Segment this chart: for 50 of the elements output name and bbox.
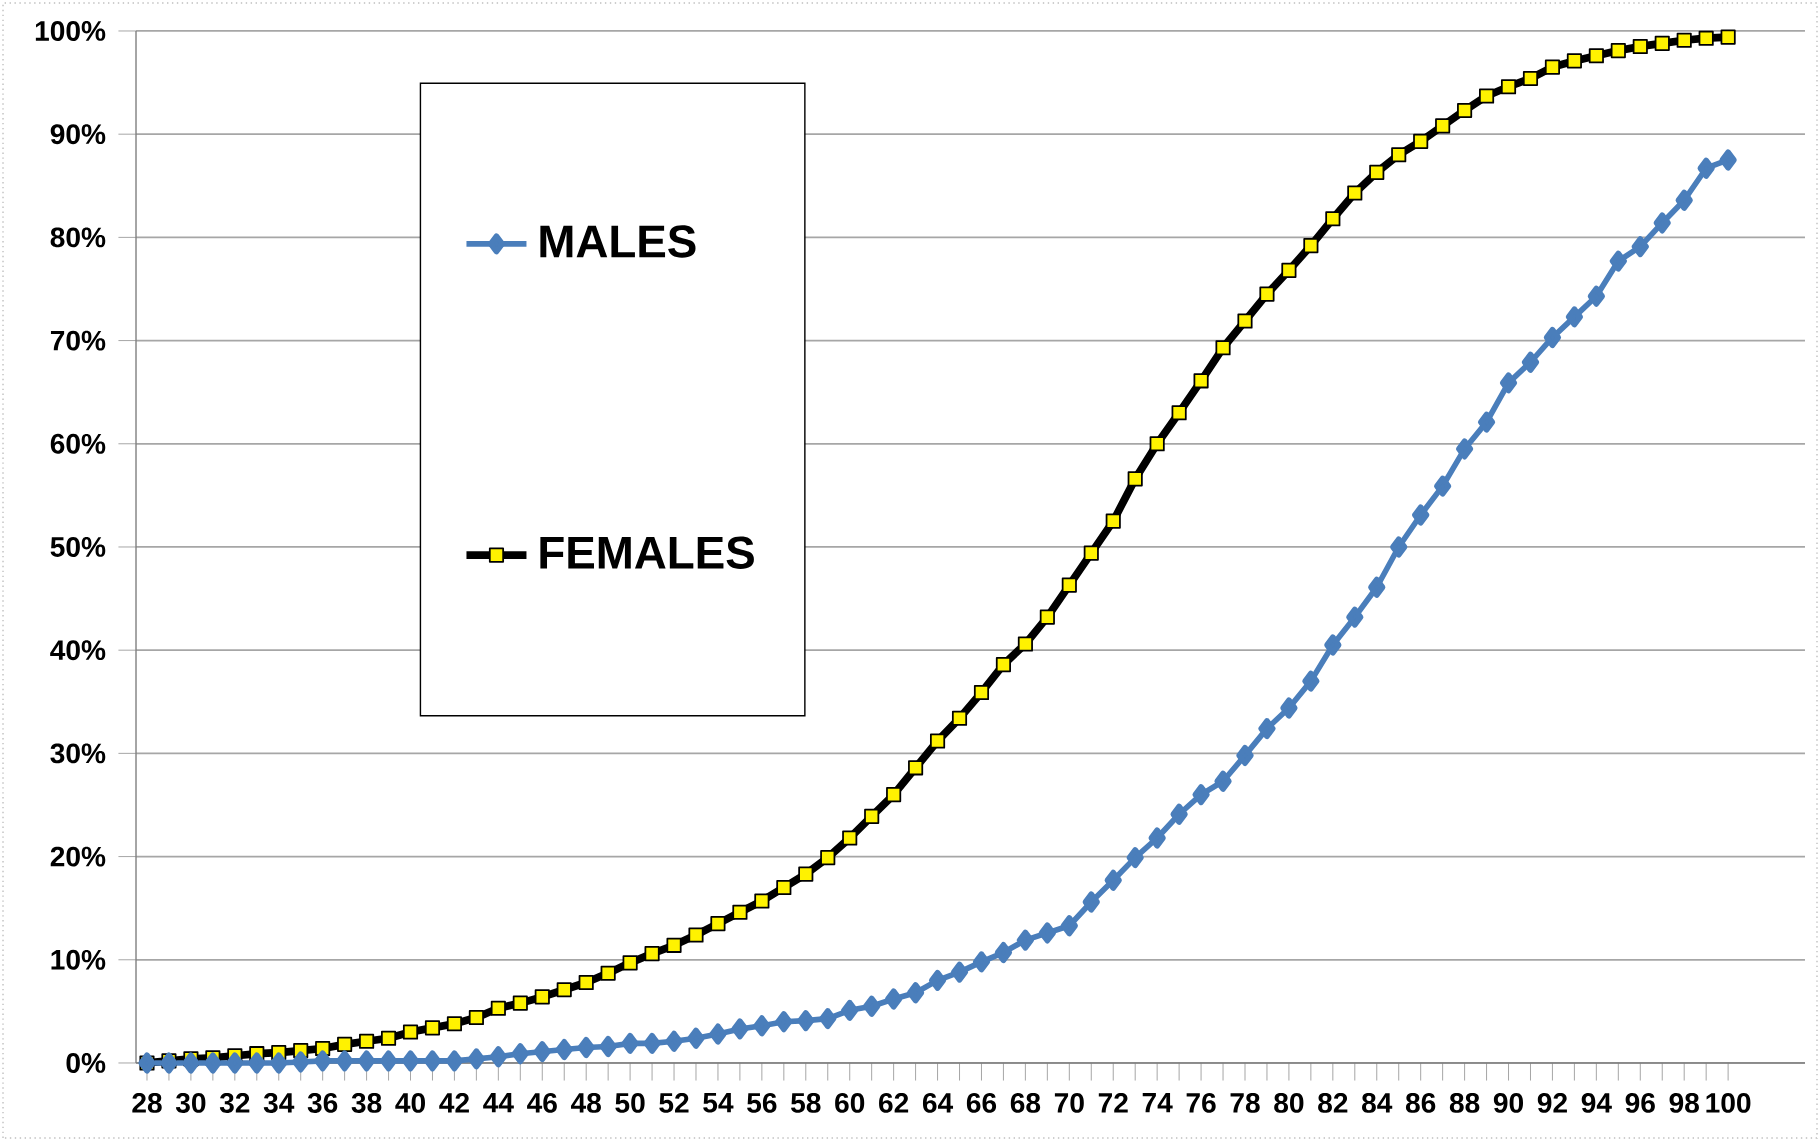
- x-tick-label: 76: [1186, 1092, 1216, 1113]
- x-tick-label: 92: [1537, 1092, 1567, 1113]
- x-tick-label: 56: [747, 1092, 777, 1113]
- x-tick-label: 80: [1274, 1092, 1304, 1113]
- x-tick-label: 84: [1362, 1092, 1393, 1113]
- x-tick-label: 58: [791, 1092, 821, 1113]
- x-tick-label: 94: [1581, 1092, 1612, 1113]
- y-tick-label: 0%: [66, 1053, 106, 1073]
- x-tick-label: 44: [483, 1092, 514, 1113]
- x-tick-label: 60: [835, 1092, 865, 1113]
- x-tick-label: 36: [307, 1092, 338, 1113]
- x-tick-label: 64: [922, 1092, 954, 1113]
- x-tick-label: 38: [351, 1092, 382, 1113]
- x-tick-label: 34: [263, 1092, 295, 1113]
- x-tick-label: 74: [1142, 1092, 1173, 1113]
- x-tick-label: 100: [1706, 1092, 1751, 1113]
- y-tick-label: 30%: [50, 743, 106, 764]
- x-tick-label: 68: [1010, 1092, 1041, 1113]
- y-tick-label: 50%: [50, 537, 106, 557]
- x-tick-label: 46: [527, 1092, 557, 1113]
- x-tick-label: 86: [1405, 1092, 1436, 1113]
- x-tick-label: 32: [219, 1092, 250, 1113]
- x-tick-label: 90: [1493, 1092, 1524, 1113]
- y-tick-label: 40%: [50, 640, 106, 661]
- x-tick-label: 40: [395, 1092, 425, 1113]
- y-tick-label: 100%: [35, 21, 106, 41]
- x-tick-label: 66: [966, 1092, 997, 1113]
- x-tick-label: 98: [1669, 1092, 1699, 1113]
- x-tick-label: 88: [1449, 1092, 1480, 1113]
- x-tick-label: 42: [439, 1092, 469, 1113]
- y-tick-label: 80%: [50, 227, 106, 248]
- legend-label: FEMALES: [540, 536, 754, 569]
- legend-label: MALES: [540, 225, 696, 258]
- x-tick-label: 54: [703, 1092, 734, 1113]
- y-tick-label: 20%: [50, 846, 106, 867]
- x-tick-label: 28: [132, 1092, 162, 1113]
- x-tick-label: 70: [1054, 1092, 1084, 1113]
- x-tick-label: 30: [175, 1092, 206, 1113]
- x-tick-label: 78: [1230, 1092, 1260, 1113]
- x-tick-label: 72: [1098, 1092, 1128, 1113]
- x-tick-label: 82: [1318, 1092, 1348, 1113]
- y-tick-label: 70%: [50, 330, 106, 351]
- x-tick-label: 96: [1625, 1092, 1655, 1113]
- y-tick-label: 10%: [51, 949, 106, 970]
- y-tick-label: 90%: [50, 124, 106, 145]
- y-tick-label: 60%: [50, 433, 106, 454]
- x-tick-label: 50: [615, 1092, 645, 1113]
- x-tick-label: 52: [659, 1092, 689, 1113]
- x-tick-label: 48: [570, 1092, 601, 1113]
- x-tick-label: 62: [879, 1092, 909, 1113]
